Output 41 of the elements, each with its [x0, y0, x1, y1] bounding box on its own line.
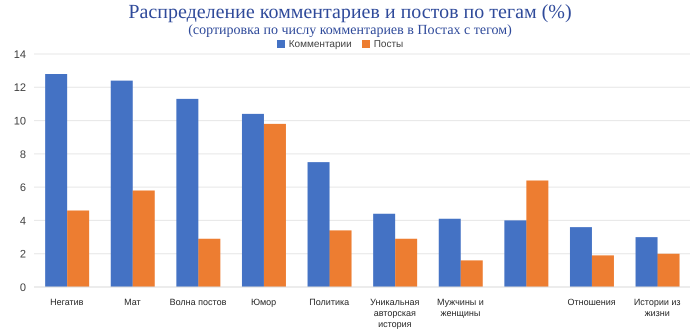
bar: [636, 237, 658, 287]
y-tick-label: 6: [20, 182, 26, 194]
x-tick-label: Уникальная авторская история: [370, 297, 420, 329]
bar: [504, 220, 526, 287]
y-tick-label: 10: [14, 115, 26, 128]
chart-title: Распределение комментариев и постов по тегам (%): [127, 0, 573, 23]
bar: [242, 114, 264, 287]
chart-subtitle: (сортировка по числу комментариев в Постах с тегом): [187, 23, 513, 39]
bar: [110, 80, 133, 287]
legend-label: Посты: [374, 39, 404, 50]
y-tick-label: 0: [20, 282, 26, 294]
y-tick-label: 12: [14, 82, 26, 94]
legend-label: Комментарии: [288, 39, 352, 50]
bar: [526, 180, 548, 287]
bar: [67, 210, 90, 287]
bar: [264, 124, 286, 287]
y-tick-label: 4: [20, 215, 26, 228]
x-tick-label: Истории из жизни: [634, 297, 681, 318]
x-tick-label: Мат: [124, 297, 141, 307]
y-tick-label: 2: [20, 248, 26, 261]
bar: [658, 254, 680, 287]
bar: [132, 190, 155, 287]
bar: [570, 227, 592, 287]
bar: [395, 238, 418, 287]
bar: [45, 74, 68, 287]
x-tick-label: Политика: [309, 297, 350, 307]
y-tick-label: 14: [14, 48, 26, 61]
bar: [592, 255, 614, 287]
x-tick-label: Мужчины и женщины: [436, 297, 484, 318]
bar: [373, 214, 396, 287]
bar: [308, 162, 330, 287]
bar: [438, 218, 461, 287]
x-tick-label: Отношения: [568, 297, 616, 307]
bar: [330, 230, 352, 287]
y-tick-label: 8: [20, 148, 26, 161]
bar: [176, 98, 198, 287]
x-tick-label: Волна постов: [170, 297, 227, 307]
x-tick-label: Негатив: [50, 297, 84, 307]
bar: [460, 260, 483, 287]
bar: [198, 238, 220, 287]
x-tick-label: Юмор: [251, 297, 276, 307]
